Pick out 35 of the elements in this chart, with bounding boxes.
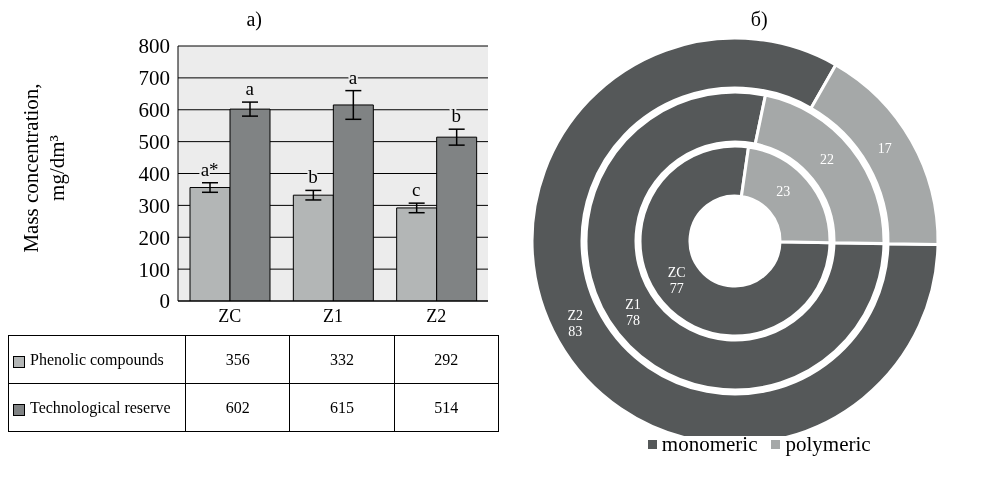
data-label: 22	[820, 151, 835, 167]
y-axis-title: Mass concentration, mg/dm³	[18, 82, 70, 255]
chart-title: a)	[245, 8, 263, 33]
data-label: 83	[568, 323, 583, 339]
y-tick-label: 800	[138, 34, 170, 59]
data-label: 356	[185, 335, 290, 384]
data-label: 292	[394, 335, 499, 384]
annotation: a	[245, 78, 255, 100]
chart-title: б)	[749, 8, 769, 32]
data-label: 23	[776, 183, 791, 199]
y-tick-label: 0	[159, 289, 170, 314]
y-tick-label: 300	[138, 193, 170, 218]
annotation: b	[451, 105, 462, 127]
y-tick-label: 500	[138, 130, 170, 155]
data-label: 17	[878, 141, 893, 157]
legend-label: monomeric	[660, 432, 758, 457]
data-label: 514	[394, 383, 499, 432]
y-tick-label: 700	[138, 66, 170, 91]
x-tick-label: Z1	[323, 305, 343, 326]
x-tick-label: ZC	[218, 305, 242, 326]
data-label: 78	[626, 313, 641, 329]
y-tick-label: 400	[138, 161, 170, 186]
legend-label: Phenolic compounds	[30, 350, 164, 369]
annotation: c	[412, 179, 421, 201]
data-label: 615	[289, 383, 395, 432]
legend-label: polymeric	[784, 432, 871, 457]
y-tick-label: 100	[138, 257, 170, 282]
y-tick-label: 200	[138, 225, 170, 250]
data-label: 602	[185, 383, 290, 432]
y-tick-label: 600	[138, 98, 170, 123]
data-label: 332	[289, 335, 395, 384]
x-tick-label: Z2	[426, 305, 447, 326]
data-label: 77	[670, 281, 685, 297]
slice-label: ZC	[668, 265, 687, 281]
legend-label: Technological reserve	[30, 398, 171, 417]
